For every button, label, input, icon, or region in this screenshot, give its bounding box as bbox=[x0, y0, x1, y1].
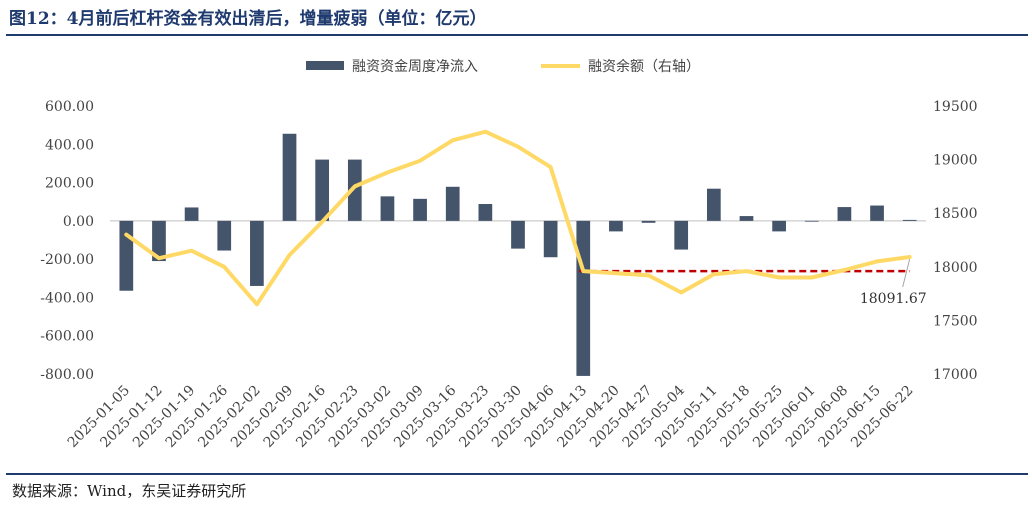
bar bbox=[707, 189, 721, 221]
balance-point bbox=[614, 272, 617, 275]
bar bbox=[772, 221, 786, 232]
balance-point bbox=[549, 166, 552, 169]
bar bbox=[413, 199, 427, 221]
bar bbox=[674, 221, 688, 250]
balance-point bbox=[255, 303, 258, 306]
bar bbox=[119, 221, 133, 291]
bar bbox=[479, 204, 493, 221]
y-left-tick-label: -200.00 bbox=[40, 252, 94, 268]
left-axis: 600.00 400.00 200.00 0.00 -200.00 -400.00 -600… bbox=[40, 99, 94, 383]
annotation-label: 18091.67 bbox=[860, 291, 927, 307]
balance-point bbox=[712, 273, 715, 276]
y-right-tick-label: 19500 bbox=[933, 99, 978, 115]
bar bbox=[805, 221, 819, 222]
balance-point bbox=[908, 255, 911, 258]
balance-line bbox=[126, 132, 909, 305]
legend-line-label: 融资余额（右轴） bbox=[588, 58, 700, 75]
y-left-tick-label: -800.00 bbox=[40, 367, 94, 383]
y-right-tick-label: 17500 bbox=[933, 313, 978, 329]
bar bbox=[381, 196, 395, 221]
y-left-tick-label: 600.00 bbox=[45, 99, 94, 115]
y-right-tick-label: 18000 bbox=[933, 260, 978, 276]
bar bbox=[283, 134, 297, 221]
bar bbox=[446, 187, 460, 221]
balance-point bbox=[876, 260, 879, 263]
balance-point bbox=[582, 270, 585, 273]
bar bbox=[838, 207, 852, 221]
bar bbox=[511, 221, 525, 249]
balance-point bbox=[778, 276, 781, 279]
bar bbox=[609, 221, 623, 232]
y-left-tick-label: 0.00 bbox=[63, 214, 94, 230]
y-left-tick-label: 400.00 bbox=[45, 137, 94, 153]
balance-point bbox=[157, 257, 160, 260]
y-left-tick-label: 200.00 bbox=[45, 176, 94, 192]
chart: 融资资金周度净流入 融资余额（右轴） 600.00 400.00 200.00 0.0… bbox=[0, 0, 1032, 470]
balance-point bbox=[288, 254, 291, 257]
balance-point bbox=[680, 291, 683, 294]
legend-bar-label: 融资资金周度净流入 bbox=[352, 59, 478, 75]
bar bbox=[315, 160, 329, 221]
balance-point bbox=[190, 249, 193, 252]
y-right-tick-label: 19000 bbox=[933, 153, 978, 169]
balance-point bbox=[353, 185, 356, 188]
y-right-tick-label: 17000 bbox=[933, 367, 978, 383]
balance-point bbox=[125, 233, 128, 236]
balance-point bbox=[517, 145, 520, 148]
legend-bar-swatch bbox=[306, 61, 344, 70]
bar bbox=[250, 221, 264, 286]
bottom-rule bbox=[6, 473, 1028, 475]
source-note: 数据来源：Wind，东吴证券研究所 bbox=[12, 480, 246, 501]
y-left-tick-label: -600.00 bbox=[40, 329, 94, 345]
y-left-tick-label: -400.00 bbox=[40, 290, 94, 306]
balance-point bbox=[647, 274, 650, 277]
bar bbox=[903, 220, 917, 221]
balance-point bbox=[386, 171, 389, 174]
line-series bbox=[125, 130, 911, 306]
balance-point bbox=[451, 139, 454, 142]
balance-point bbox=[810, 276, 813, 279]
balance-point bbox=[843, 269, 846, 272]
bar bbox=[576, 221, 590, 376]
bar bbox=[870, 206, 884, 221]
bar bbox=[217, 221, 231, 251]
bar bbox=[740, 216, 754, 221]
balance-point bbox=[419, 159, 422, 162]
balance-point bbox=[223, 265, 226, 268]
bar-series bbox=[119, 134, 916, 376]
right-axis: 19500 19000 18500 18000 17500 17000 bbox=[933, 99, 978, 383]
balance-point bbox=[321, 220, 324, 223]
balance-point bbox=[745, 270, 748, 273]
legend: 融资资金周度净流入 融资余额（右轴） bbox=[306, 58, 700, 75]
bar bbox=[185, 207, 199, 220]
bar bbox=[544, 221, 558, 257]
y-right-tick-label: 18500 bbox=[933, 206, 978, 222]
annotation-leader bbox=[903, 259, 910, 287]
annotation-group: 18091.67 bbox=[860, 259, 927, 307]
x-axis-labels: 2025-01-052025-01-122025-01-192025-01-26… bbox=[65, 382, 917, 450]
bar bbox=[642, 221, 656, 223]
balance-point bbox=[484, 130, 487, 133]
